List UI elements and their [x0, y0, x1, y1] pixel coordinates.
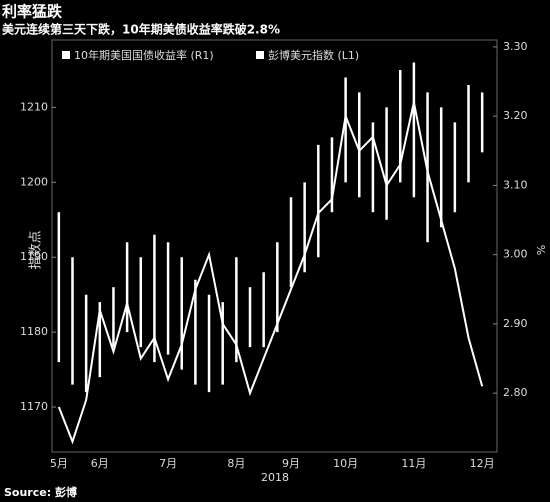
y2-tick-label: 2.90 — [503, 317, 528, 330]
y2-tick-label: 3.30 — [503, 40, 528, 53]
chart-subtitle: 美元连续第三天下跌，10年期美债收益率跌破2.8% — [2, 22, 280, 37]
legend-swatch — [256, 51, 264, 59]
yield-line — [57, 102, 484, 445]
y2-tick-label: 3.00 — [503, 248, 528, 261]
y-tick-label: 1170 — [20, 400, 48, 413]
y-tick-label: 1210 — [20, 100, 48, 113]
x-tick-label: 5月 — [50, 457, 68, 470]
plot-frame — [51, 39, 498, 453]
legend: 10年期美国国债收益率 (R1) 彭博美元指数 (L1) — [62, 48, 359, 62]
x-tick-label: 6月 — [91, 457, 109, 470]
y2-tick-label: 3.10 — [503, 178, 528, 191]
chart-title: 利率猛跌 — [2, 3, 63, 21]
y-tick-label: 1190 — [20, 250, 48, 263]
legend-label: 10年期美国国债收益率 (R1) — [74, 48, 214, 62]
y2-axis-label: % — [534, 245, 547, 255]
x-tick-label: 10月 — [333, 457, 358, 470]
y-tick-label: 1180 — [20, 325, 48, 338]
legend-label: 彭博美元指数 (L1) — [268, 48, 359, 62]
y-axis-label: 指数点 — [29, 230, 44, 269]
source: Source: 彭博 — [4, 485, 77, 499]
x-tick-label: 12月 — [470, 457, 495, 470]
x-tick-label: 7月 — [159, 457, 177, 470]
legend-swatch — [62, 51, 70, 59]
x-tick-label: 11月 — [401, 457, 426, 470]
y-tick-label: 1200 — [20, 175, 48, 188]
x-axis-label: 2018 — [261, 471, 289, 484]
x-tick-label: 8月 — [227, 457, 245, 470]
y2-tick-label: 2.80 — [503, 386, 528, 399]
x-tick-label: 9月 — [282, 457, 300, 470]
y2-tick-label: 3.20 — [503, 109, 528, 122]
